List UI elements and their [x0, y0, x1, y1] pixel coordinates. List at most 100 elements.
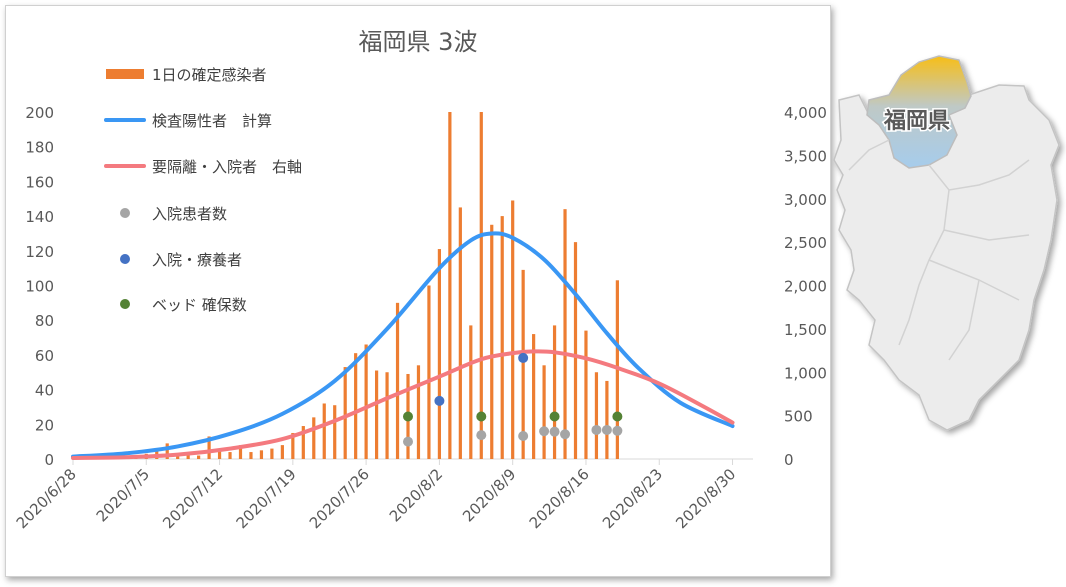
- kyushu-map: 福岡県: [829, 0, 1066, 583]
- bar: [165, 443, 169, 459]
- y-left-tick-label: 160: [25, 173, 54, 191]
- y-left-tick-label: 0: [44, 451, 54, 469]
- bar: [469, 325, 473, 459]
- bar: [364, 344, 368, 459]
- scatter-point: [591, 424, 602, 435]
- scatter-point: [518, 352, 529, 363]
- bar: [176, 455, 180, 459]
- legend-label: 検査陽性者 計算: [152, 112, 272, 130]
- scatter-point: [476, 411, 487, 422]
- bar: [238, 445, 243, 459]
- y-left-tick-label: 200: [25, 104, 54, 122]
- y-left-tick-label: 120: [25, 243, 54, 261]
- scatter-point: [612, 411, 623, 422]
- legend-swatch-point: [120, 208, 130, 218]
- map-prefecture-label: 福岡県: [883, 109, 950, 134]
- bar: [594, 372, 599, 459]
- bar: [270, 448, 274, 459]
- bar: [280, 445, 284, 459]
- bar: [479, 112, 483, 459]
- scatter-point: [518, 431, 529, 442]
- bar: [186, 453, 190, 459]
- y-axis-right: 0 500 1,000 1,500 2,000 2,500 3,000 3,500 4,000: [784, 104, 827, 469]
- y-left-tick-label: 140: [25, 208, 54, 226]
- bar: [511, 200, 515, 460]
- y-left-tick-label: 60: [35, 347, 54, 365]
- legend-swatch-bar: [106, 69, 144, 79]
- scatter-point: [434, 395, 445, 406]
- bar: [333, 405, 337, 459]
- scatter-point: [403, 436, 413, 447]
- bar: [312, 417, 316, 459]
- bar: [322, 403, 326, 459]
- y-left-tick-label: 40: [35, 382, 54, 400]
- bar: [395, 302, 400, 459]
- scatter-point: [549, 411, 560, 422]
- bar: [458, 207, 462, 459]
- y-left-tick-label: 20: [35, 416, 54, 434]
- y-right-tick-label: 0: [784, 451, 794, 469]
- kyushu-map-svg: 福岡県: [833, 55, 1060, 431]
- bar: [228, 452, 232, 459]
- y-right-tick-label: 4,000: [784, 104, 827, 122]
- scatter-point: [560, 429, 571, 440]
- bar: [197, 455, 201, 459]
- y-left-tick-label: 100: [25, 278, 54, 296]
- bar: [437, 249, 442, 459]
- bar: [385, 372, 389, 459]
- bar: [354, 353, 358, 459]
- x-tick-label: 2020/8/23: [599, 465, 666, 532]
- legend-label: 1日の確定感染者: [152, 66, 267, 84]
- bar: [301, 426, 305, 459]
- legend-label: 入院患者数: [152, 205, 227, 223]
- x-tick-label: 2020/7/19: [233, 465, 300, 532]
- scatter-point: [476, 430, 487, 441]
- y-right-tick-label: 2,000: [784, 278, 827, 296]
- y-right-tick-label: 3,500: [784, 147, 827, 165]
- line-series: [71, 231, 735, 460]
- y-right-tick-label: 500: [784, 408, 813, 426]
- kyushu-land-shape: [833, 84, 1060, 431]
- legend-label: 入院・療養者: [152, 251, 242, 269]
- bar: [542, 365, 546, 459]
- x-tick-label: 2020/8/2: [386, 465, 446, 525]
- x-tick-label: 2020/7/26: [306, 465, 373, 532]
- x-tick-label: 2020/8/9: [459, 465, 519, 525]
- line-series-path: [71, 349, 735, 460]
- scatter-point: [539, 426, 550, 437]
- bar: [500, 216, 504, 459]
- bar: [532, 334, 536, 459]
- bar: [207, 436, 211, 459]
- y-left-tick-label: 180: [25, 139, 54, 157]
- bar: [573, 242, 578, 459]
- scatter-point: [403, 411, 413, 422]
- y-right-tick-label: 1,500: [784, 321, 827, 339]
- scatter-point: [549, 426, 560, 437]
- chart-container: 福岡県 3波 0 20 40 60 80 100 120 140 160 180 200 0 500 1…: [5, 5, 831, 577]
- bar: [490, 224, 494, 459]
- legend-label: 要隔離・入院者 右軸: [152, 158, 302, 176]
- x-tick-label: 2020/7/12: [159, 465, 226, 532]
- bar: [291, 432, 295, 459]
- scatter-point: [601, 424, 612, 435]
- legend-label: ベッド 確保数: [152, 296, 247, 314]
- y-axis-left: 0 20 40 60 80 100 120 140 160 180 200: [25, 104, 54, 469]
- legend-swatch-point: [120, 254, 130, 264]
- y-right-tick-label: 1,000: [784, 364, 827, 382]
- prefecture-borders: [848, 139, 1030, 361]
- bar: [259, 450, 264, 459]
- x-tick-label: 2020/8/30: [672, 465, 739, 532]
- bar: [521, 269, 525, 459]
- bar: [416, 365, 421, 459]
- x-axis: 2020/6/28 2020/7/5 2020/7/12 2020/7/19 2020/…: [13, 458, 753, 532]
- y-right-tick-label: 2,500: [784, 234, 827, 252]
- bar: [155, 448, 159, 459]
- x-tick-label: 2020/8/16: [526, 465, 593, 532]
- chart-title: 福岡県 3波: [359, 28, 478, 56]
- bar: [552, 325, 557, 459]
- bar: [217, 450, 222, 459]
- chart-svg: 福岡県 3波 0 20 40 60 80 100 120 140 160 180 200 0 500 1…: [13, 28, 827, 532]
- bar: [584, 330, 588, 459]
- y-left-tick-label: 80: [35, 312, 54, 330]
